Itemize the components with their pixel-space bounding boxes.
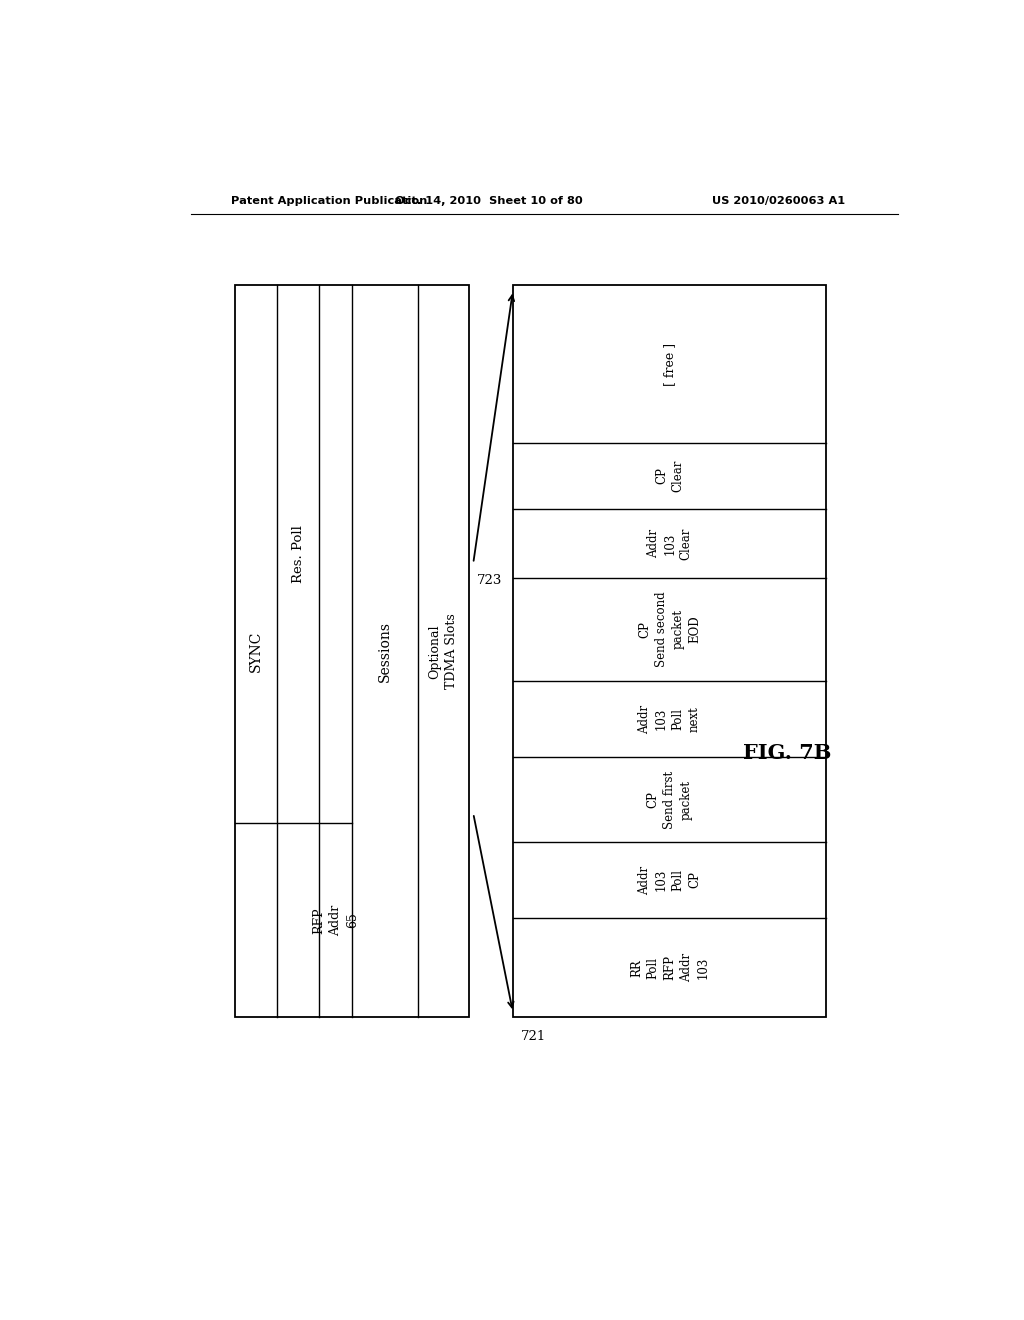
Text: Sessions: Sessions xyxy=(378,620,392,682)
Text: CP
Send second
packet
EOD: CP Send second packet EOD xyxy=(638,591,700,667)
Text: [ free ]: [ free ] xyxy=(664,343,676,385)
Text: FIG. 7B: FIG. 7B xyxy=(742,743,830,763)
Text: RFP
Addr
65: RFP Addr 65 xyxy=(312,904,359,936)
Text: Addr
103
Clear: Addr 103 Clear xyxy=(646,527,692,560)
Text: Patent Application Publication: Patent Application Publication xyxy=(231,197,428,206)
Bar xyxy=(236,285,469,1018)
Bar xyxy=(513,285,826,1018)
Text: RR
Poll
RFP
Addr
103: RR Poll RFP Addr 103 xyxy=(630,953,710,982)
Text: Res. Poll: Res. Poll xyxy=(292,525,305,583)
Text: 723: 723 xyxy=(477,574,503,586)
Text: US 2010/0260063 A1: US 2010/0260063 A1 xyxy=(712,197,846,206)
Text: Addr
103
Poll
next: Addr 103 Poll next xyxy=(638,705,700,734)
Text: CP
Send first
packet: CP Send first packet xyxy=(646,771,692,829)
Text: CP
Clear: CP Clear xyxy=(655,459,684,492)
Text: 721: 721 xyxy=(521,1031,546,1044)
Text: Addr
103
Poll
CP: Addr 103 Poll CP xyxy=(638,866,700,895)
Text: SYNC: SYNC xyxy=(249,631,263,672)
Text: Optional
TDMA Slots: Optional TDMA Slots xyxy=(428,614,459,689)
Text: Oct. 14, 2010  Sheet 10 of 80: Oct. 14, 2010 Sheet 10 of 80 xyxy=(395,197,583,206)
